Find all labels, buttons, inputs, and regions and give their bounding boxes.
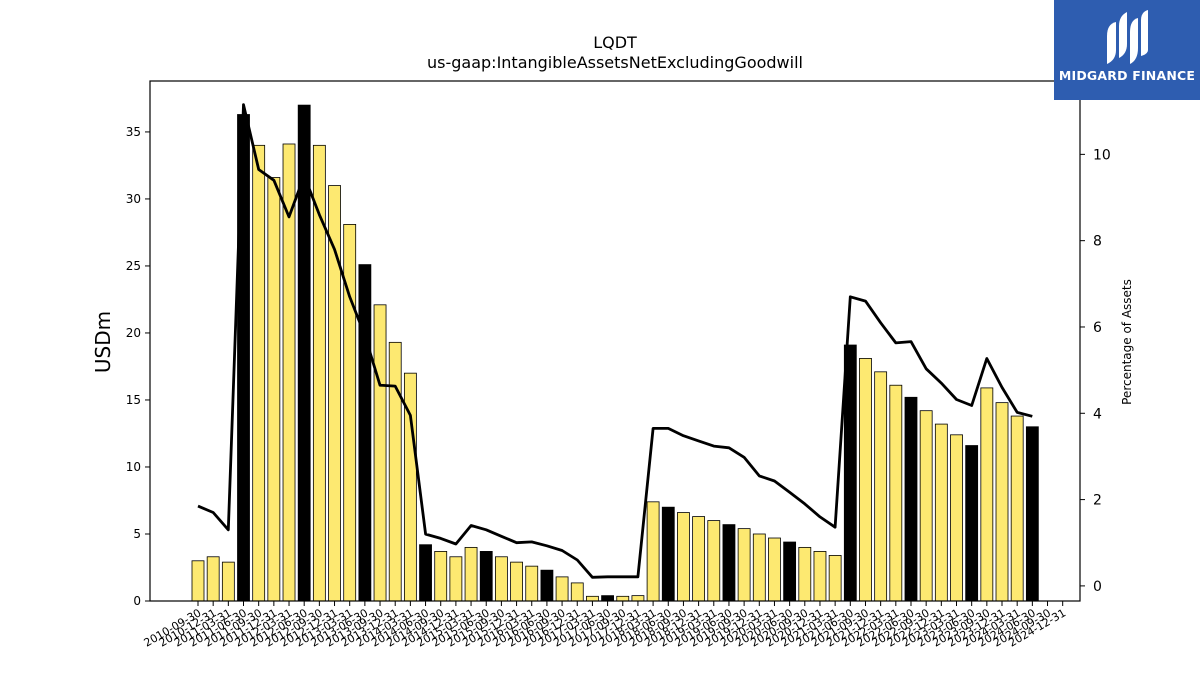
bar-2023-12-31 [995, 402, 1009, 602]
bar-2011-12-31 [267, 177, 281, 602]
x-axis-ticks: 2010-09-302010-12-312011-03-312011-06-30… [142, 601, 1068, 650]
bar-2017-12-31 [631, 595, 645, 602]
y2-tick-label: 2 [1093, 493, 1102, 509]
bar-2011-09-30 [252, 144, 266, 602]
bar-2018-03-31 [646, 501, 660, 602]
bar-2022-09-30 [919, 410, 933, 602]
bar-2019-12-31 [752, 533, 766, 602]
y2-axis-ticks: 0 2 4 6 8 10 [1080, 147, 1111, 595]
bar-2013-06-30 [358, 264, 372, 602]
plot-frame [149, 80, 1081, 602]
y2-tick-label: 0 [1093, 579, 1102, 595]
bar-2019-09-30 [737, 528, 751, 602]
bar-2020-06-30 [783, 541, 797, 602]
bar-2015-03-31 [464, 546, 478, 602]
bars-group [191, 104, 1039, 602]
bar-2021-12-31 [874, 371, 888, 602]
bar-2014-09-30 [434, 551, 448, 602]
bar-2022-06-30 [904, 396, 918, 602]
y-axis-label: USDm [91, 311, 115, 373]
bar-2018-12-31 [692, 516, 706, 602]
bar-2014-12-31 [449, 556, 463, 602]
bar-2015-09-30 [494, 556, 508, 602]
y-tick-label: 10 [126, 460, 141, 474]
bar-2016-03-31 [525, 565, 539, 602]
bar-2011-03-31 [221, 561, 235, 602]
bar-2022-12-31 [934, 423, 948, 602]
bar-2020-12-31 [813, 551, 827, 602]
bar-2012-03-31 [282, 143, 296, 602]
bar-2018-09-30 [677, 512, 690, 602]
bar-2019-06-30 [722, 524, 736, 602]
y-tick-label: 35 [126, 125, 141, 139]
bar-2014-06-30 [419, 544, 432, 602]
bar-2010-09-30 [191, 560, 205, 602]
bar-2021-03-31 [828, 555, 842, 602]
bar-2015-06-30 [479, 551, 493, 602]
bar-2024-06-30 [1025, 426, 1039, 602]
y-tick-label: 25 [126, 259, 141, 273]
y-tick-label: 20 [126, 326, 141, 340]
percentage-of-assets-line [197, 103, 1033, 579]
bar-2020-09-30 [798, 546, 812, 602]
y2-tick-label: 4 [1093, 406, 1102, 422]
y2-tick-label: 6 [1093, 320, 1102, 336]
bar-2021-06-30 [843, 344, 857, 602]
y-tick-label: 30 [126, 192, 141, 206]
bar-2021-09-30 [859, 358, 872, 602]
y-tick-label: 0 [133, 594, 141, 608]
bar-2017-06-30 [601, 595, 614, 602]
percentage-line-group [197, 103, 1033, 579]
bar-2016-12-31 [570, 582, 584, 602]
bar-2018-06-30 [661, 506, 675, 602]
bar-2017-09-30 [616, 595, 630, 602]
midgard-logo-icon [1107, 10, 1148, 64]
bar-2019-03-31 [707, 520, 721, 602]
bar-2022-03-31 [889, 384, 903, 602]
bar-2013-12-31 [388, 341, 402, 602]
bar-2016-09-30 [555, 576, 569, 602]
y2-axis-label: Percentage of Assets [1120, 279, 1134, 405]
chart-subtitle: us-gaap:IntangibleAssetsNetExcludingGood… [427, 53, 803, 72]
bar-2020-03-31 [768, 537, 781, 602]
bar-2010-12-31 [206, 556, 220, 602]
bar-2013-09-30 [373, 304, 387, 602]
chart-title: LQDT [593, 33, 637, 52]
bar-2017-03-31 [586, 595, 599, 602]
bar-2016-06-30 [540, 569, 554, 602]
bar-2023-06-30 [965, 445, 979, 602]
y2-tick-label: 8 [1093, 234, 1102, 250]
y-tick-label: 15 [126, 393, 141, 407]
y2-tick-label: 10 [1093, 147, 1111, 163]
bar-2015-12-31 [510, 561, 523, 602]
y-axis-ticks: 0 5 10 15 20 25 30 35 [126, 125, 150, 608]
logo-text: MIDGARD FINANCE [1058, 68, 1196, 83]
midgard-finance-logo: MIDGARD FINANCE [1054, 0, 1200, 100]
y-tick-label: 5 [133, 527, 141, 541]
bar-2023-03-31 [950, 434, 963, 602]
bar-2024-03-31 [1010, 415, 1024, 602]
bar-2023-09-30 [980, 387, 994, 602]
